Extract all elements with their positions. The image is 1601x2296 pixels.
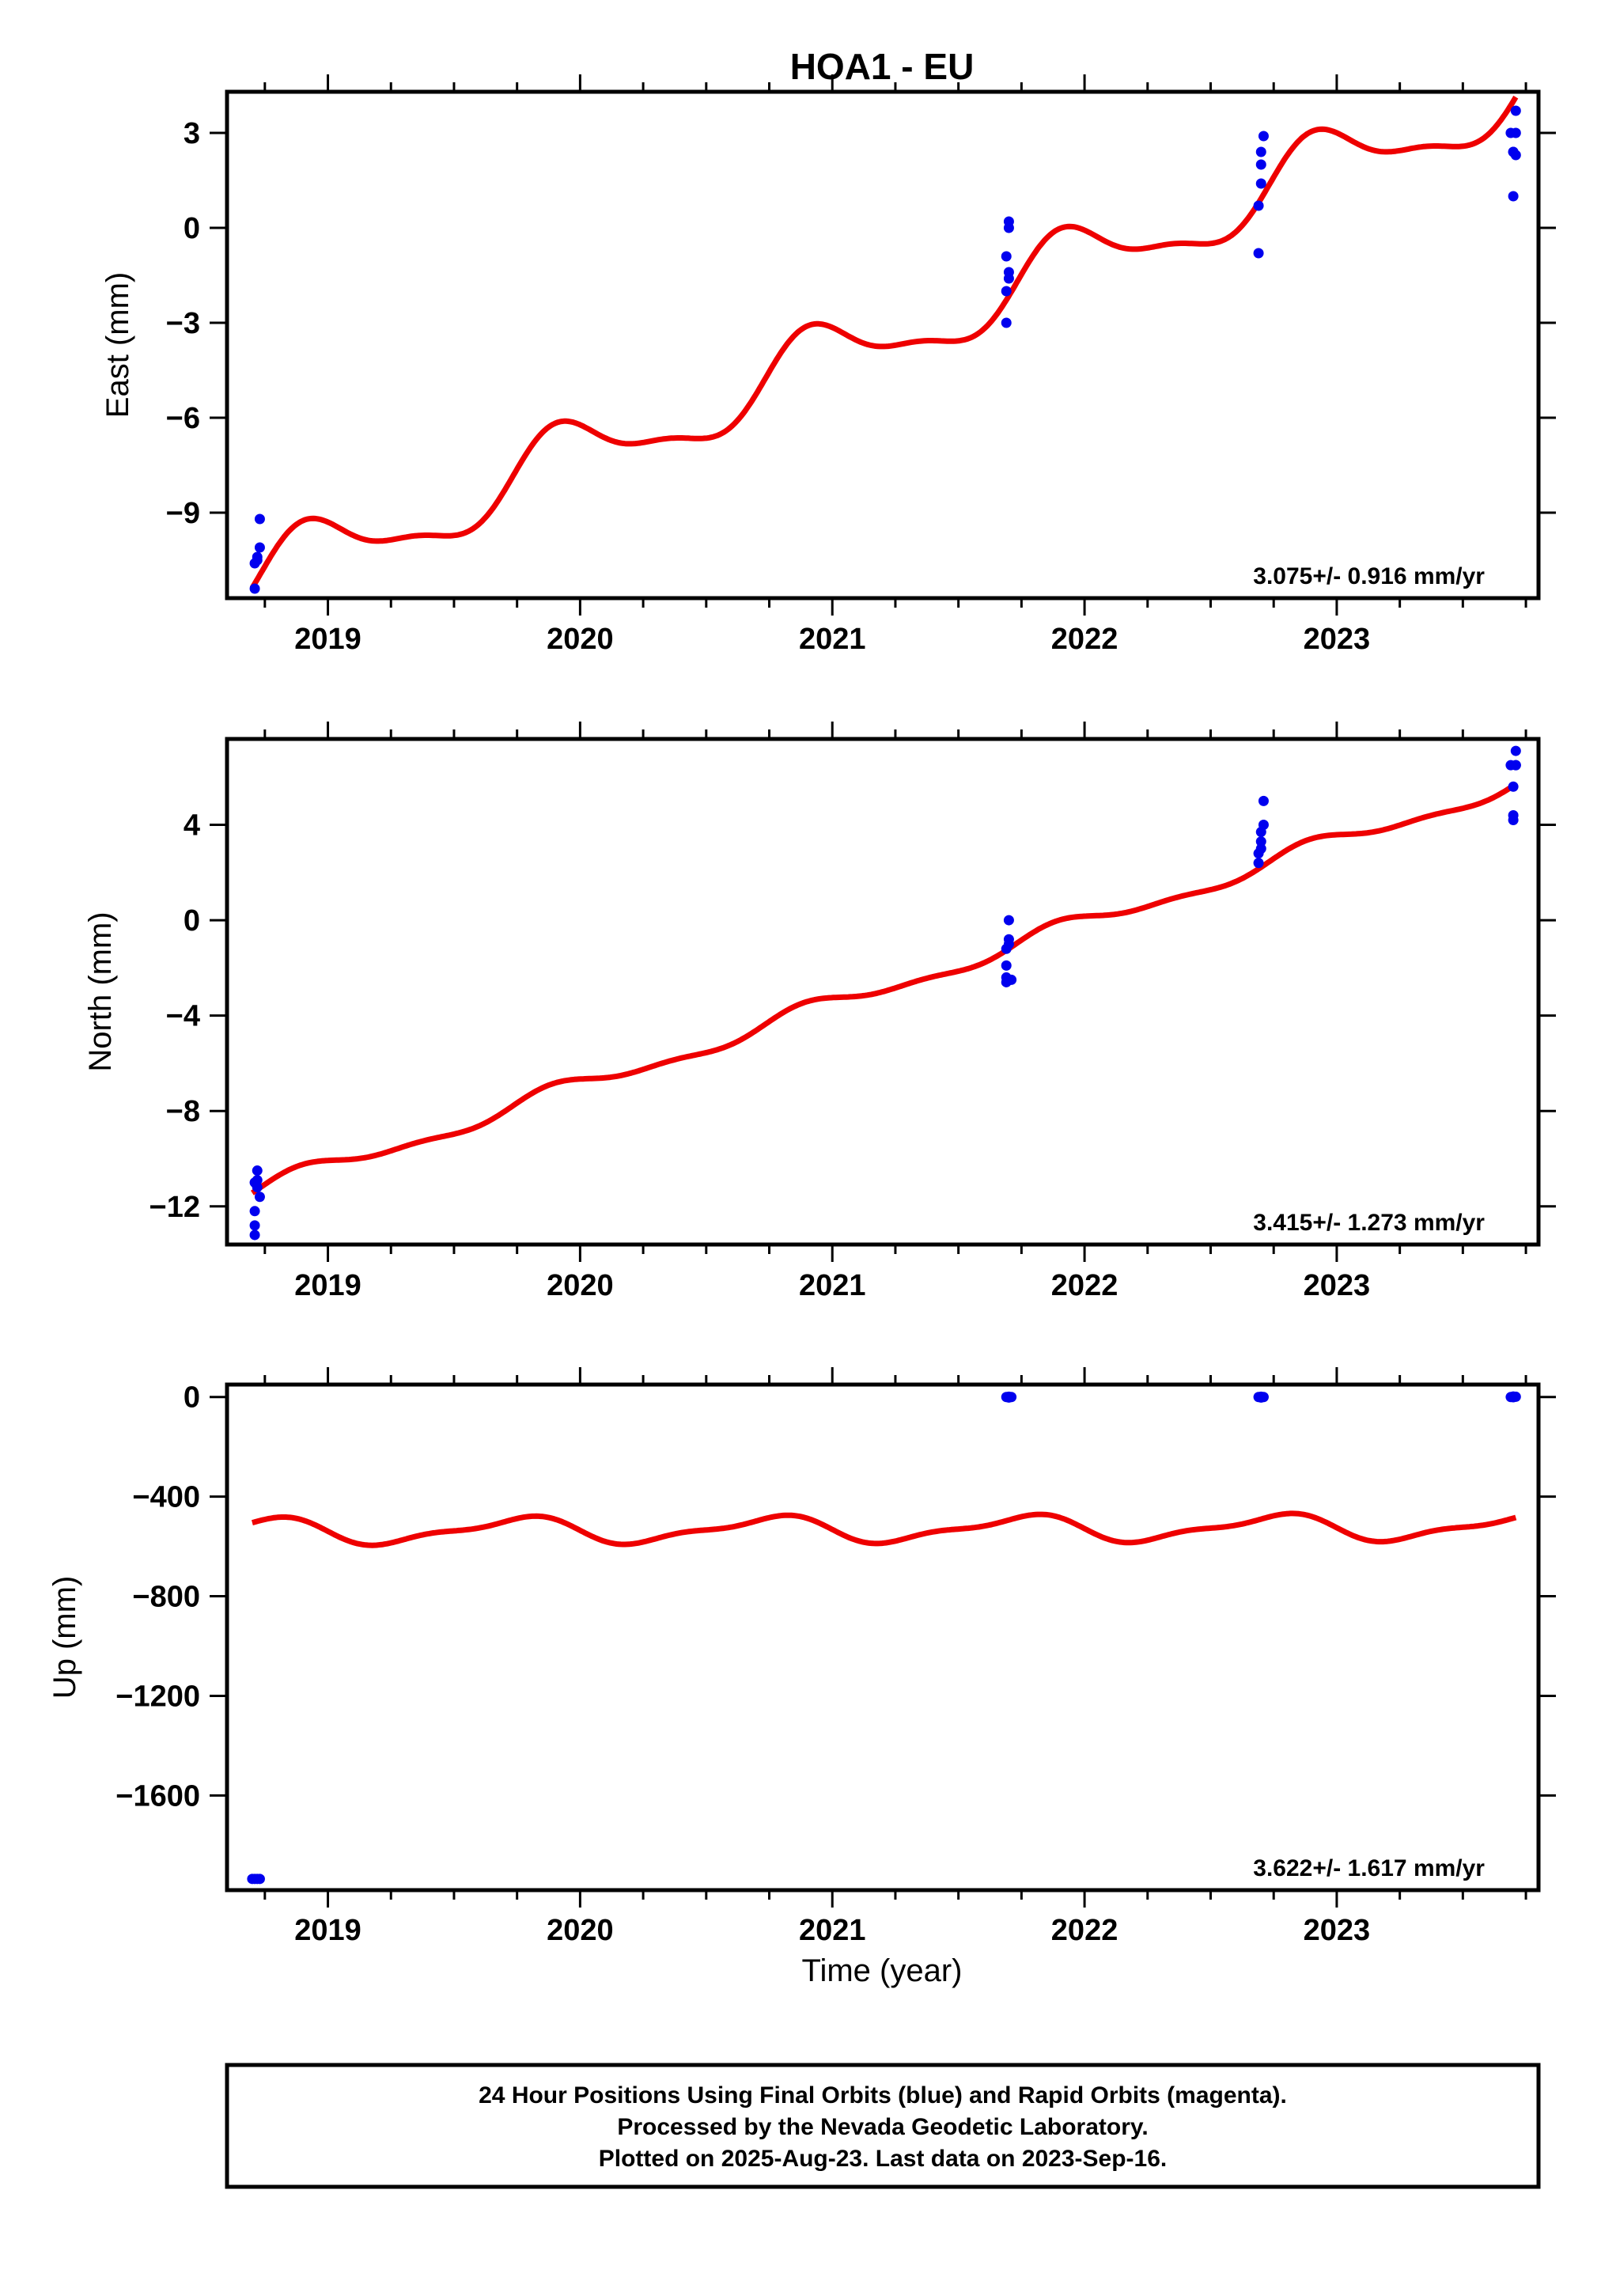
data-point xyxy=(254,1192,265,1203)
data-point xyxy=(1258,1392,1269,1403)
data-point xyxy=(249,1229,260,1241)
data-point xyxy=(1003,267,1014,278)
model-curve xyxy=(250,782,1518,1195)
data-point xyxy=(1508,814,1519,825)
y-tick-label: 0 xyxy=(184,1381,200,1415)
data-point xyxy=(249,1206,260,1217)
data-point xyxy=(1508,781,1519,792)
footer-box: 24 Hour Positions Using Final Orbits (bl… xyxy=(225,2063,1541,2189)
y-tick-label: −400 xyxy=(132,1481,200,1514)
y-axis-label: North (mm) xyxy=(83,911,118,1071)
x-tick-label: 2020 xyxy=(547,1269,614,1302)
data-point xyxy=(1003,938,1014,949)
data-point xyxy=(1508,191,1519,202)
data-point xyxy=(254,542,265,553)
plot-frame xyxy=(225,737,1541,1247)
data-point xyxy=(1510,105,1521,116)
data-point xyxy=(1258,820,1269,831)
data-point xyxy=(1003,216,1014,227)
x-tick-label: 2023 xyxy=(1304,1269,1371,1302)
data-point xyxy=(1253,200,1264,211)
data-point xyxy=(252,555,263,566)
velocity-label: 3.622+/- 1.617 mm/yr xyxy=(1253,1855,1485,1881)
x-tick-label: 2019 xyxy=(294,1269,361,1302)
y-tick-label: 3 xyxy=(184,117,200,150)
y-tick-label: −12 xyxy=(150,1191,200,1224)
data-point xyxy=(1255,178,1266,189)
data-point xyxy=(1001,317,1012,328)
data-point xyxy=(252,1165,263,1176)
model-curve xyxy=(249,95,1519,589)
x-tick-label: 2022 xyxy=(1051,1914,1118,1947)
data-point xyxy=(1510,1391,1521,1402)
east-panel: 2019 2020 2021 2022 2023 −9 −6 −3 0 3 East (mm) 3.0… xyxy=(100,74,1556,656)
x-tick-label: 2020 xyxy=(547,1914,614,1947)
x-tick-label: 2023 xyxy=(1304,623,1371,656)
data-point xyxy=(1255,843,1266,854)
data-point xyxy=(1001,251,1012,262)
footer-line-3: Plotted on 2025-Aug-23. Last data on 202… xyxy=(599,2146,1168,2172)
y-tick-label: −3 xyxy=(166,307,200,340)
x-tick-label: 2021 xyxy=(799,1269,866,1302)
x-tick-label: 2021 xyxy=(799,1914,866,1947)
velocity-label: 3.415+/- 1.273 mm/yr xyxy=(1253,1210,1485,1236)
data-point xyxy=(252,1182,263,1193)
data-point xyxy=(1001,960,1012,971)
data-point xyxy=(1006,974,1017,985)
y-tick-label: −8 xyxy=(166,1095,200,1128)
x-axis-label: Time (year) xyxy=(802,1953,963,1988)
data-point xyxy=(1258,131,1269,142)
data-point xyxy=(1255,159,1266,170)
data-point xyxy=(1510,127,1521,138)
x-tick-label: 2023 xyxy=(1304,1914,1371,1947)
data-point xyxy=(254,513,265,525)
x-tick-label: 2019 xyxy=(294,623,361,656)
plot-frame xyxy=(225,1382,1541,1892)
x-tick-label: 2019 xyxy=(294,1914,361,1947)
y-tick-label: −4 xyxy=(166,1000,200,1033)
figure-title: HOA1 - EU xyxy=(790,46,975,87)
x-tick-label: 2021 xyxy=(799,623,866,656)
y-tick-label: −1200 xyxy=(115,1680,200,1713)
data-point xyxy=(1255,836,1266,847)
footer-border xyxy=(225,2063,1541,2189)
y-tick-label: −6 xyxy=(166,402,200,435)
y-tick-label: −1600 xyxy=(115,1779,200,1813)
data-point xyxy=(1510,760,1521,771)
y-tick-label: 0 xyxy=(184,904,200,938)
x-tick-label: 2020 xyxy=(547,623,614,656)
y-axis-label: Up (mm) xyxy=(47,1576,82,1699)
up-panel: 2019 2020 2021 2022 2023 −1600 −1200 −800 −400 0 U… xyxy=(47,1367,1556,1947)
data-point xyxy=(252,1175,263,1186)
data-point xyxy=(1253,248,1264,259)
x-tick-label: 2022 xyxy=(1051,623,1118,656)
data-point xyxy=(1510,745,1521,756)
data-point xyxy=(1510,150,1521,161)
y-tick-label: 4 xyxy=(184,809,200,843)
model-curve xyxy=(251,1510,1517,1548)
data-point xyxy=(249,583,260,594)
data-point xyxy=(1253,858,1264,869)
data-point xyxy=(1003,915,1014,926)
y-tick-label: 0 xyxy=(184,212,200,245)
y-tick-label: −9 xyxy=(166,497,200,530)
data-point xyxy=(1001,286,1012,297)
plot-frame xyxy=(225,89,1541,601)
data-point xyxy=(1006,1392,1017,1403)
data-point xyxy=(254,1874,265,1885)
x-tick-label: 2022 xyxy=(1051,1269,1118,1302)
data-point xyxy=(249,1220,260,1231)
data-point xyxy=(1258,795,1269,806)
north-panel: 2019 2020 2021 2022 2023 −12 −8 −4 0 4 North (mm) 3… xyxy=(83,722,1556,1302)
y-axis-label: East (mm) xyxy=(100,272,135,418)
footer-line-1: 24 Hour Positions Using Final Orbits (bl… xyxy=(479,2082,1287,2108)
footer-line-2: Processed by the Nevada Geodetic Laborat… xyxy=(617,2114,1148,2140)
data-point xyxy=(1255,146,1266,157)
velocity-label: 3.075+/- 0.916 mm/yr xyxy=(1253,563,1485,589)
y-tick-label: −800 xyxy=(132,1581,200,1614)
